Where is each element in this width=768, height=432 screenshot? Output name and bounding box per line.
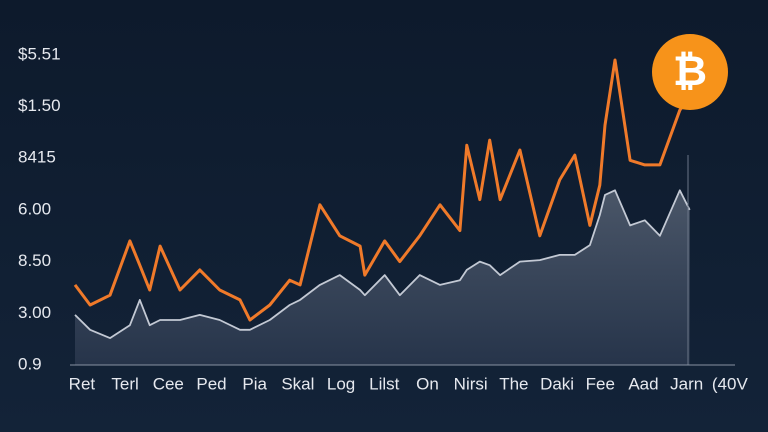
x-tick-label: Ped [196,374,226,393]
y-tick-label: 6.00 [18,199,51,218]
x-tick-label: On [416,374,439,393]
x-tick-label: (40V [712,374,749,393]
x-tick-label: The [499,374,528,393]
y-tick-label: 0.9 [18,354,42,373]
x-tick-label: Fee [586,374,615,393]
y-tick-label: 8.50 [18,251,51,270]
x-tick-label: Nirsi [454,374,488,393]
y-tick-label: 3.00 [18,303,51,322]
x-tick-label: Skal [281,374,314,393]
x-tick-label: Terl [111,374,138,393]
y-tick-label: $5.51 [18,44,61,63]
series-line [74,189,691,339]
x-tick-label: Log [327,374,355,393]
x-tick-label: Ret [69,374,96,393]
y-tick-label: 8415 [18,148,56,167]
x-tick-label: Cee [153,374,184,393]
x-tick-label: Jarn [670,374,703,393]
bitcoin-icon [652,34,728,110]
x-tick-label: Lilst [369,374,400,393]
y-tick-label: $1.50 [18,96,61,115]
bitcoin-symbol: ₿ [673,47,707,94]
series-line [73,58,691,322]
x-tick-label: Pia [242,374,267,393]
x-tick-label: Aad [628,374,658,393]
x-tick-label: Daki [540,374,574,393]
plot [73,58,691,365]
